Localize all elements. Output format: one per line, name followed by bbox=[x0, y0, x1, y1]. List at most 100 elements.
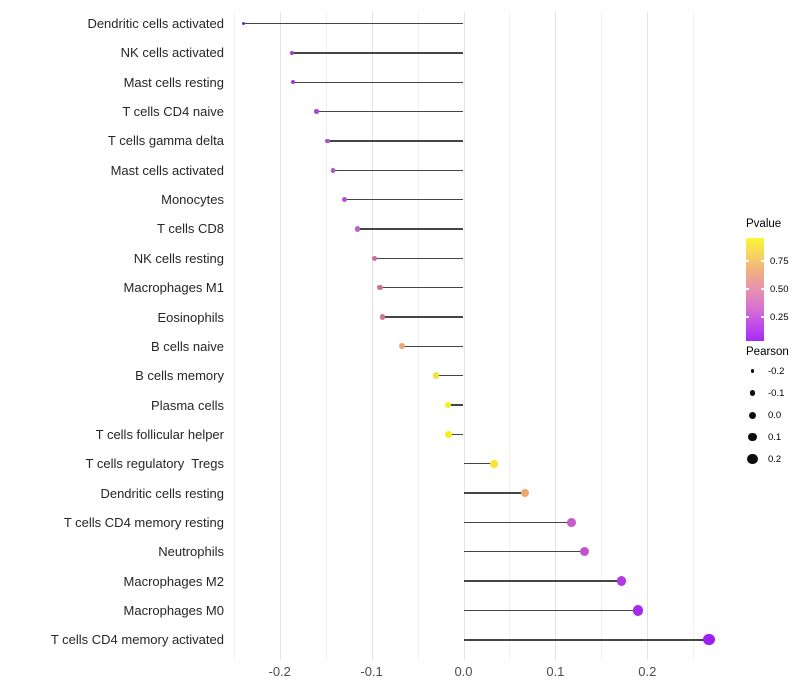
gridline-minor bbox=[417, 12, 419, 660]
data-point bbox=[616, 576, 627, 587]
lollipop-stem bbox=[379, 286, 464, 289]
pvalue-legend-title: Pvalue bbox=[746, 218, 782, 230]
data-point bbox=[342, 197, 348, 203]
gridline-minor bbox=[509, 12, 511, 660]
lollipop-stem bbox=[463, 609, 639, 612]
lollipop-stem bbox=[382, 316, 464, 318]
lollipop-stem bbox=[327, 140, 464, 142]
pearson-legend-dot bbox=[749, 411, 756, 419]
category-label: NK cells activated bbox=[120, 45, 224, 61]
lollipop-stem bbox=[463, 551, 585, 553]
category-label: Macrophages M2 bbox=[123, 573, 224, 589]
lollipop-stem bbox=[447, 404, 464, 406]
data-point bbox=[355, 226, 361, 232]
lollipop-stem bbox=[291, 52, 464, 54]
data-point bbox=[521, 489, 530, 498]
category-label: Eosinophils bbox=[157, 309, 225, 325]
lollipop-stem bbox=[463, 463, 494, 465]
category-label: T cells CD4 naive bbox=[122, 104, 224, 120]
category-label: Neutrophils bbox=[158, 544, 224, 560]
data-point bbox=[432, 372, 440, 379]
pvalue-tick-mark bbox=[761, 260, 764, 262]
lollipop-stem bbox=[463, 492, 526, 494]
lollipop-stem bbox=[463, 521, 572, 524]
lollipop-stem bbox=[401, 345, 464, 348]
gridline-major bbox=[555, 12, 557, 660]
pearson-legend-dot bbox=[748, 432, 757, 442]
pvalue-tick-label: 0.50 bbox=[770, 283, 789, 295]
data-point bbox=[314, 109, 319, 114]
pvalue-tick-mark bbox=[761, 288, 764, 290]
data-point bbox=[325, 138, 330, 144]
gridline-minor bbox=[233, 12, 235, 660]
lollipop-stem bbox=[374, 257, 464, 259]
category-label: Monocytes bbox=[161, 192, 224, 208]
data-point bbox=[371, 255, 378, 261]
category-label: Macrophages M0 bbox=[123, 603, 224, 618]
pearson-legend-label: -0.1 bbox=[768, 388, 785, 399]
x-tick-label: -0.1 bbox=[360, 664, 383, 679]
data-point bbox=[377, 284, 383, 291]
category-label: T cells CD8 bbox=[157, 221, 224, 237]
data-point bbox=[242, 21, 246, 26]
pearson-legend-label: 0.1 bbox=[768, 432, 782, 443]
lollipop-stem bbox=[344, 198, 464, 201]
category-label: T cells regulatory Tregs bbox=[85, 456, 224, 472]
lollipop-stem bbox=[243, 22, 464, 25]
plot-panel bbox=[230, 12, 730, 662]
lollipop-stem bbox=[463, 580, 622, 582]
category-label: Plasma cells bbox=[151, 397, 224, 413]
gridline-major bbox=[463, 12, 465, 660]
gridline-minor bbox=[693, 12, 695, 660]
data-point bbox=[567, 518, 577, 527]
gridline-minor bbox=[325, 12, 327, 660]
pearson-legend-label: 0.2 bbox=[768, 454, 782, 465]
data-point bbox=[289, 50, 294, 55]
category-label: T cells CD4 memory activated bbox=[50, 632, 224, 648]
x-tick-label: -0.2 bbox=[268, 664, 291, 679]
data-point bbox=[633, 605, 644, 616]
data-point bbox=[290, 80, 295, 85]
pvalue-gradient-bar bbox=[746, 238, 764, 341]
category-label: T cells gamma delta bbox=[107, 133, 224, 149]
pearson-legend-label: 0.0 bbox=[768, 410, 782, 421]
lollipop-stem bbox=[292, 81, 464, 83]
pearson-legend-title: Pearson bbox=[746, 346, 789, 358]
gridline-major bbox=[647, 12, 649, 660]
category-label: Macrophages M1 bbox=[123, 280, 224, 296]
x-tick-label: 0.1 bbox=[546, 664, 565, 679]
data-point bbox=[444, 401, 452, 409]
category-label: B cells naive bbox=[151, 338, 224, 354]
lollipop-stem bbox=[448, 433, 464, 436]
pearson-legend-dot bbox=[749, 390, 756, 396]
pearson-legend-dot bbox=[750, 369, 755, 373]
data-point bbox=[379, 314, 386, 320]
pvalue-tick-label: 0.25 bbox=[770, 311, 789, 323]
pvalue-tick-mark bbox=[746, 260, 749, 262]
category-label: Dendritic cells resting bbox=[100, 485, 224, 501]
category-label: Dendritic cells activated bbox=[87, 16, 224, 31]
pvalue-tick-mark bbox=[761, 316, 764, 318]
category-label: T cells CD4 memory resting bbox=[63, 514, 224, 530]
lollipop-stem bbox=[316, 110, 464, 113]
data-point bbox=[580, 547, 590, 557]
lollipop-stem bbox=[435, 375, 464, 377]
x-tick-label: 0.2 bbox=[638, 664, 657, 679]
category-label: NK cells resting bbox=[133, 250, 224, 266]
category-label: Mast cells resting bbox=[123, 74, 224, 90]
category-label: Mast cells activated bbox=[110, 162, 224, 178]
lollipop-stem bbox=[463, 639, 709, 641]
pvalue-tick-mark bbox=[746, 288, 749, 290]
data-point bbox=[490, 459, 498, 468]
gridline-major bbox=[371, 12, 373, 660]
data-point bbox=[445, 431, 453, 438]
gridline-minor bbox=[601, 12, 603, 660]
gridline-major bbox=[279, 12, 281, 660]
pearson-legend-label: -0.2 bbox=[768, 366, 785, 377]
data-point bbox=[398, 343, 405, 350]
pvalue-tick-label: 0.75 bbox=[770, 256, 789, 268]
data-point bbox=[703, 634, 715, 646]
data-point bbox=[330, 167, 336, 173]
category-label: B cells memory bbox=[135, 368, 224, 384]
